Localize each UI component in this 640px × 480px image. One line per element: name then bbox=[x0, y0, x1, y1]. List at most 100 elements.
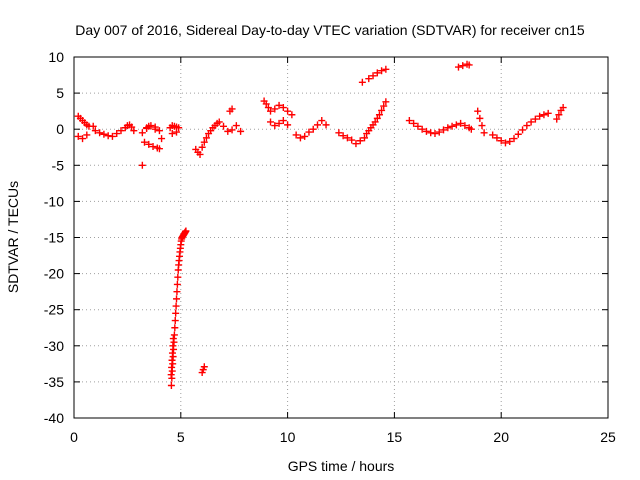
data-point bbox=[527, 118, 535, 126]
y-tick-label: 0 bbox=[56, 121, 64, 137]
data-point bbox=[224, 127, 232, 135]
data-point bbox=[497, 137, 505, 145]
data-point bbox=[380, 102, 388, 110]
data-point bbox=[465, 61, 473, 69]
data-point bbox=[506, 137, 514, 145]
data-point bbox=[474, 107, 482, 115]
data-point bbox=[169, 335, 177, 343]
data-point bbox=[167, 371, 175, 379]
data-point bbox=[427, 129, 435, 137]
data-point bbox=[79, 135, 87, 143]
x-tick-labels: 0 5 10 15 20 25 bbox=[70, 429, 616, 445]
data-point bbox=[444, 124, 452, 132]
data-point bbox=[461, 122, 469, 130]
data-point bbox=[108, 132, 116, 140]
data-point bbox=[553, 115, 561, 123]
data-point bbox=[519, 126, 527, 134]
data-point bbox=[200, 363, 208, 371]
data-point bbox=[510, 135, 518, 143]
data-point bbox=[228, 126, 236, 134]
data-point bbox=[264, 104, 272, 112]
data-point bbox=[459, 62, 467, 70]
data-point bbox=[96, 129, 104, 137]
data-point bbox=[514, 130, 522, 138]
data-point bbox=[489, 131, 497, 139]
data-point bbox=[173, 295, 181, 303]
data-point bbox=[493, 134, 501, 142]
x-tick-label: 0 bbox=[70, 429, 78, 445]
y-tick-label: -40 bbox=[44, 410, 64, 426]
data-point bbox=[275, 119, 283, 127]
y-tick-label: 5 bbox=[56, 85, 64, 101]
data-point bbox=[540, 111, 548, 119]
data-point bbox=[168, 349, 176, 357]
data-point bbox=[168, 356, 176, 364]
data-point bbox=[371, 118, 379, 126]
y-tick-label: -35 bbox=[44, 374, 64, 390]
data-point bbox=[130, 127, 138, 135]
data-point bbox=[454, 63, 462, 71]
axis-ticks bbox=[73, 56, 609, 419]
data-point bbox=[378, 106, 386, 114]
x-tick-label: 20 bbox=[493, 429, 509, 445]
data-point bbox=[544, 109, 552, 117]
data-point bbox=[480, 129, 488, 137]
data-point bbox=[170, 331, 178, 339]
data-point bbox=[414, 122, 422, 130]
data-point bbox=[200, 138, 208, 146]
data-point bbox=[365, 75, 373, 83]
y-tick-label: -10 bbox=[44, 193, 64, 209]
data-point bbox=[202, 134, 210, 142]
data-point bbox=[314, 121, 322, 129]
data-point bbox=[149, 143, 157, 151]
data-point bbox=[147, 122, 155, 130]
data-point bbox=[348, 136, 356, 144]
data-point bbox=[309, 125, 317, 133]
data-point bbox=[155, 145, 163, 153]
data-point bbox=[271, 105, 279, 113]
data-point bbox=[169, 342, 177, 350]
y-tick-label: -20 bbox=[44, 266, 64, 282]
data-point bbox=[478, 122, 486, 130]
data-point bbox=[452, 121, 460, 129]
data-point bbox=[352, 140, 360, 148]
data-point bbox=[215, 118, 223, 126]
data-point bbox=[440, 126, 448, 134]
data-point bbox=[457, 119, 465, 127]
data-point bbox=[288, 111, 296, 119]
data-point bbox=[175, 124, 183, 132]
data-point bbox=[292, 131, 300, 139]
data-point bbox=[140, 138, 148, 146]
data-point bbox=[373, 114, 381, 122]
data-point bbox=[375, 111, 383, 119]
y-tick-labels: 10 5 0 -5 -10 -15 -20 -25 -30 -35 -40 bbox=[44, 49, 64, 426]
data-point bbox=[232, 122, 240, 130]
data-point bbox=[171, 317, 179, 325]
data-point bbox=[158, 135, 166, 143]
data-point bbox=[174, 273, 182, 281]
data-point bbox=[523, 122, 531, 130]
data-point bbox=[171, 324, 179, 332]
y-tick-label: -30 bbox=[44, 338, 64, 354]
data-point bbox=[358, 78, 366, 86]
data-point bbox=[89, 122, 97, 130]
data-point bbox=[113, 130, 121, 138]
data-points bbox=[74, 60, 567, 390]
data-point bbox=[279, 104, 287, 112]
data-point bbox=[167, 382, 175, 390]
data-point bbox=[301, 132, 309, 140]
data-point bbox=[275, 101, 283, 109]
data-point bbox=[104, 132, 112, 140]
data-point bbox=[431, 130, 439, 138]
data-point bbox=[536, 112, 544, 120]
data-point bbox=[173, 280, 181, 288]
data-point bbox=[237, 127, 245, 135]
data-point bbox=[531, 115, 539, 123]
data-point bbox=[173, 288, 181, 296]
x-tick-label: 5 bbox=[177, 429, 185, 445]
y-tick-label: -15 bbox=[44, 230, 64, 246]
data-point bbox=[559, 104, 567, 112]
data-point bbox=[318, 117, 326, 125]
data-point bbox=[151, 125, 159, 133]
